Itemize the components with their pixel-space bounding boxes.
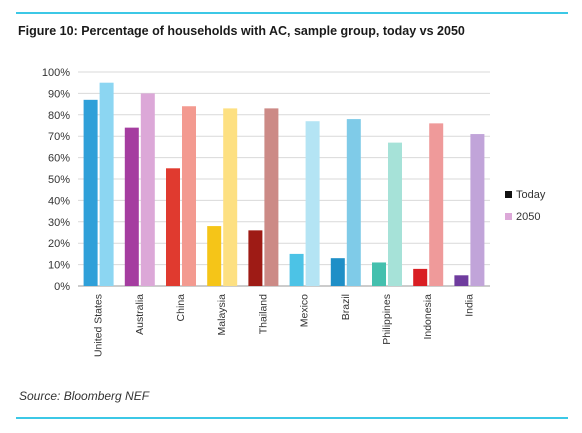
top-rule <box>16 12 568 14</box>
bar-2050-malaysia <box>223 108 238 286</box>
legend-swatch-today <box>505 191 512 198</box>
y-tick-label: 60% <box>48 153 70 165</box>
y-tick-label: 30% <box>48 217 70 229</box>
bar-today-india <box>454 275 469 286</box>
bar-today-united-states <box>83 99 98 286</box>
x-tick-label: Mexico <box>299 294 311 327</box>
chart-title: Figure 10: Percentage of households with… <box>18 24 465 38</box>
y-axis-ticks: 0% 10% 20% 30% 40% 50% 60% 70% 80% 90% 100% <box>42 67 70 293</box>
y-tick-label: 0% <box>54 281 70 293</box>
y-tick-label: 100% <box>42 67 70 79</box>
x-tick-label: China <box>175 294 187 322</box>
bar-2050-brazil <box>346 119 361 286</box>
bar-2050-philippines <box>388 142 402 286</box>
legend-label-today: Today <box>516 189 546 201</box>
bar-today-china <box>166 168 180 286</box>
bar-today-malaysia <box>207 226 222 286</box>
x-tick-label: Indonesia <box>422 294 434 340</box>
legend: Today 2050 <box>505 189 546 223</box>
bar-2050-australia <box>140 93 155 287</box>
y-tick-label: 10% <box>48 260 70 272</box>
bar-today-philippines <box>372 262 386 286</box>
bar-today-indonesia <box>413 268 428 286</box>
bar-2050-thailand <box>264 108 279 286</box>
bar-2050-china <box>182 106 196 287</box>
source-note: Source: Bloomberg NEF <box>19 389 150 403</box>
x-tick-label: Malaysia <box>216 294 228 336</box>
x-tick-label: Philippines <box>381 294 393 345</box>
y-tick-label: 80% <box>48 110 70 122</box>
y-tick-label: 20% <box>48 238 70 250</box>
y-tick-label: 50% <box>48 174 70 186</box>
bar-today-thailand <box>248 230 263 286</box>
bar-2050-united-states <box>99 82 114 286</box>
x-tick-label: Thailand <box>257 294 269 334</box>
bar-2050-india <box>470 134 485 286</box>
bar-2050-mexico <box>305 121 320 286</box>
bars <box>83 82 485 287</box>
legend-label-2050: 2050 <box>516 211 540 223</box>
bottom-rule <box>16 417 568 419</box>
x-tick-label: Australia <box>134 294 146 335</box>
x-tick-label: Brazil <box>340 294 352 320</box>
y-tick-label: 90% <box>48 88 70 100</box>
bar-today-mexico <box>289 253 304 286</box>
legend-swatch-2050 <box>505 213 512 220</box>
bar-today-australia <box>124 127 139 286</box>
bar-2050-indonesia <box>429 123 444 286</box>
bar-today-brazil <box>330 258 345 286</box>
x-tick-label: India <box>463 294 475 317</box>
y-tick-label: 70% <box>48 131 70 143</box>
y-tick-label: 40% <box>48 195 70 207</box>
gridlines <box>78 71 490 287</box>
category-labels: United States Australia China Malaysia Thail… <box>93 294 476 357</box>
x-tick-label: United States <box>93 294 105 357</box>
